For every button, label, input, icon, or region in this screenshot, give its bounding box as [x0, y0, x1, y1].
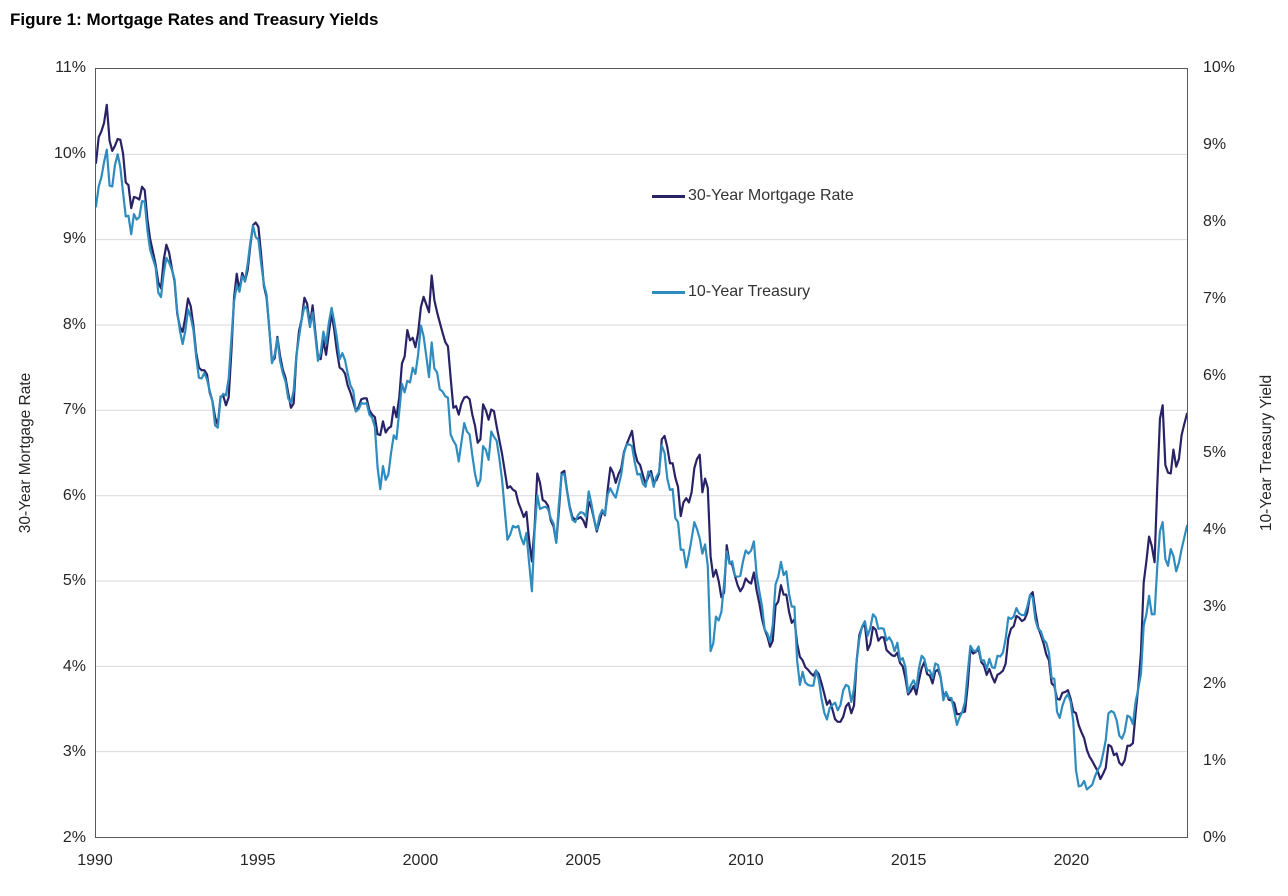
- right-axis-tick-label: 7%: [1203, 290, 1227, 307]
- right-axis-tick-label: 6%: [1203, 367, 1227, 384]
- treasury-yield-line: [96, 148, 1187, 791]
- left-axis-tick-label: 5%: [62, 572, 86, 590]
- legend-item-mortgage: 30-Year Mortgage Rate: [652, 185, 854, 207]
- left-axis-tick-label: 6%: [62, 486, 86, 504]
- left-axis-tick-label: 2%: [62, 829, 86, 846]
- right-axis-tick-label: 8%: [1203, 213, 1227, 230]
- right-axis-tick-label: 5%: [1203, 444, 1227, 461]
- left-axis-tick-label: 11%: [55, 59, 86, 76]
- x-axis-tick-label: 2000: [402, 852, 439, 869]
- right-axis-tick-label: 2%: [1203, 675, 1227, 692]
- x-axis-tick-label: 2010: [728, 852, 764, 869]
- right-axis-tick-label: 1%: [1203, 752, 1227, 769]
- right-axis-tick-label: 0%: [1203, 829, 1227, 846]
- x-axis-tick-label: 2005: [565, 852, 601, 869]
- right-axis-tick-label: 9%: [1203, 136, 1227, 153]
- plot-area: 30-Year Mortgage Rate 10-Year Treasury: [95, 68, 1188, 838]
- right-axis-title: 10-Year Treasury Yield: [1258, 374, 1275, 532]
- right-axis-tick-label: 3%: [1203, 598, 1227, 615]
- mortgage-line-swatch: [652, 194, 685, 198]
- left-axis-tick-label: 7%: [62, 401, 86, 419]
- left-axis-title: 30-Year Mortgage Rate: [17, 372, 34, 534]
- x-axis-tick-label: 2015: [890, 852, 927, 869]
- x-axis-tick-label: 1990: [77, 852, 113, 869]
- mortgage-rate-line: [96, 103, 1187, 781]
- left-axis-tick-label: 9%: [62, 230, 86, 248]
- treasury-line-swatch: [652, 290, 685, 294]
- x-axis-tick-label: 2020: [1053, 852, 1090, 869]
- legend-label-treasury: 10-Year Treasury: [688, 283, 811, 300]
- x-axis-tick-label: 1995: [239, 852, 276, 869]
- right-axis-tick-label: 10%: [1203, 59, 1236, 76]
- plot-svg: [96, 103, 1187, 791]
- figure-title: Figure 1: Mortgage Rates and Treasury Yi…: [10, 10, 379, 29]
- left-axis-tick-label: 8%: [62, 315, 86, 333]
- legend-item-treasury: 10-Year Treasury: [652, 281, 810, 303]
- left-axis-tick-label: 3%: [62, 743, 86, 761]
- left-axis-tick-label: 10%: [53, 144, 86, 162]
- legend-label-mortgage: 30-Year Mortgage Rate: [688, 187, 854, 204]
- left-axis-tick-label: 4%: [62, 657, 86, 675]
- right-axis-tick-label: 4%: [1203, 521, 1227, 538]
